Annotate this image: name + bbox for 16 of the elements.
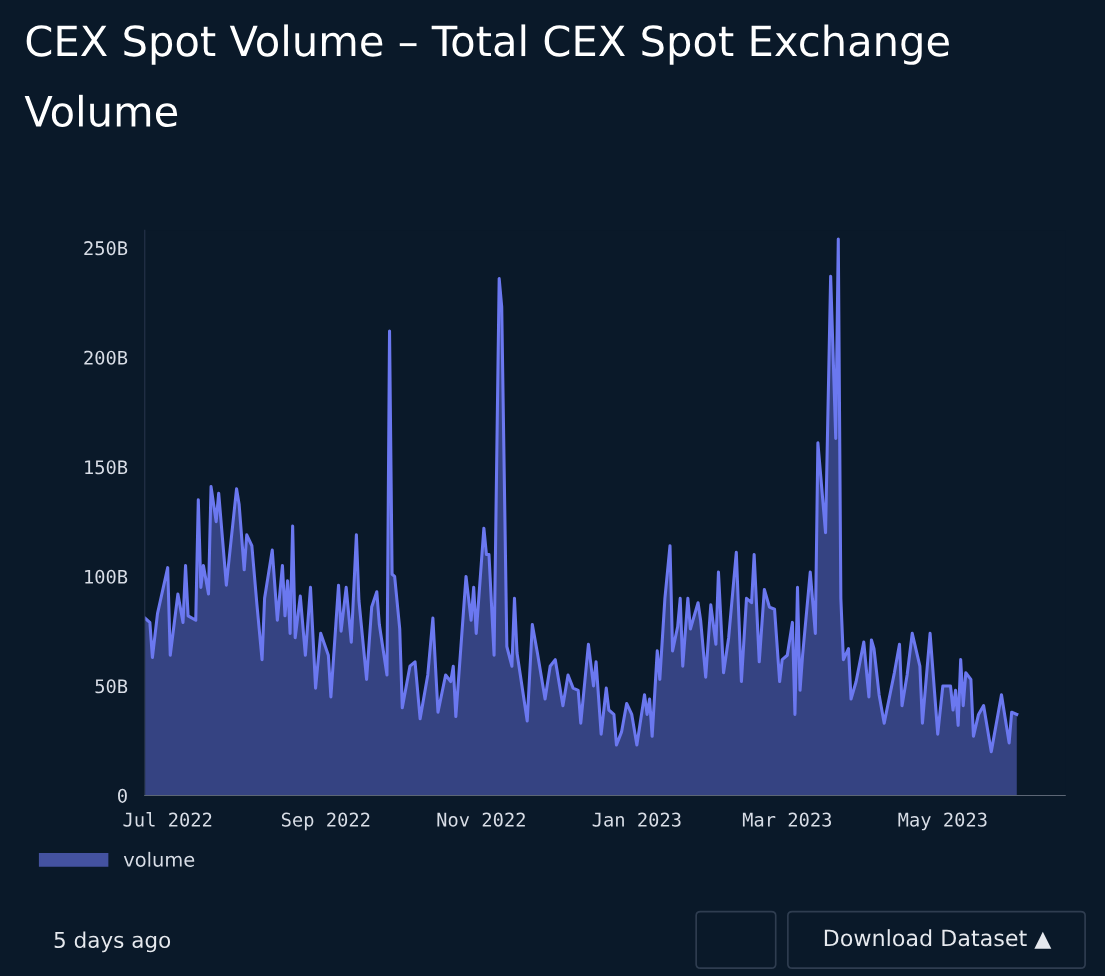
x-tick-label: Jan 2023 bbox=[592, 812, 681, 827]
x-tick-label: Jul 2022 bbox=[123, 812, 212, 827]
x-tick-label: Sep 2022 bbox=[281, 812, 370, 831]
text: Download Dataset ▲ bbox=[824, 929, 1052, 949]
chart-title: CEX Spot Volume – Total CEX Spot Exchange Volume bbox=[24, 24, 949, 128]
y-tick-label: 250B bbox=[84, 241, 128, 256]
legend-label: volume bbox=[123, 851, 195, 867]
y-tick-label: 0 bbox=[118, 788, 127, 803]
y-tick-label: 150B bbox=[85, 460, 128, 475]
y-tick-label: 100B bbox=[85, 569, 128, 584]
y-tick-label: 200B bbox=[84, 350, 128, 365]
x-tick-label: Nov 2022 bbox=[437, 812, 525, 827]
text: 5 days ago bbox=[54, 931, 171, 953]
x-tick-label: May 2023 bbox=[898, 812, 987, 831]
y-tick-label: 50B bbox=[95, 679, 128, 694]
x-tick-label: Mar 2023 bbox=[742, 812, 832, 827]
